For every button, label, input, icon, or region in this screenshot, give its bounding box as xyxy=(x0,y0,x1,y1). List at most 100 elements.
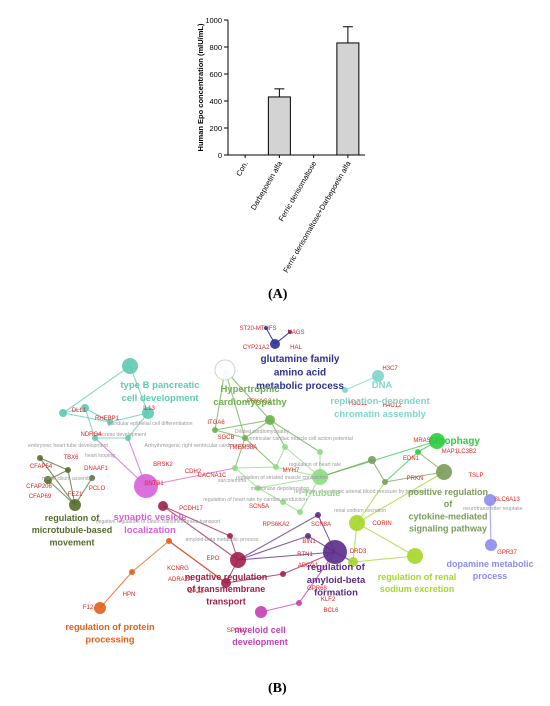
network-node xyxy=(125,435,131,441)
network-edge xyxy=(129,365,149,414)
network-edge xyxy=(84,407,111,423)
term-label: amyloid-beta metabolic process xyxy=(186,537,259,543)
network-node xyxy=(81,404,89,412)
network-edge xyxy=(99,571,133,609)
network-node xyxy=(166,538,172,544)
term-label: regulation of striated muscle contractio… xyxy=(236,475,328,481)
network-node xyxy=(273,464,279,470)
gene-label: CFAP206 xyxy=(26,484,52,490)
cluster-label: regulation of protein processing xyxy=(65,622,155,644)
gene-label: ADRA2A xyxy=(168,577,192,583)
network-edge xyxy=(244,419,271,439)
gene-label: H3C7 xyxy=(382,366,398,372)
gene-label: SPON1 xyxy=(227,628,248,634)
gene-label: DLL1 xyxy=(72,408,87,414)
network-edge xyxy=(224,369,271,421)
gene-label: CYP21A2 xyxy=(243,345,270,351)
gene-label: BIN1 xyxy=(302,539,316,545)
network-edge xyxy=(352,555,416,563)
term-label: embryonic heart tube development xyxy=(28,443,108,449)
network-node xyxy=(232,465,238,471)
gene-label: BCL6 xyxy=(323,608,339,614)
network-edge xyxy=(47,479,76,506)
term-label: membrane depolarization xyxy=(251,486,310,492)
network-node xyxy=(230,552,246,568)
gene-label: OAZ3 xyxy=(188,589,204,595)
network-edge xyxy=(282,501,301,513)
network-edge xyxy=(62,412,111,423)
network-edge xyxy=(356,522,416,557)
gene-label: CFAP69 xyxy=(29,494,52,500)
gene-label: CACNA1C xyxy=(198,473,227,479)
cluster-label: regulation of microtubule-based movement xyxy=(32,513,113,547)
network-node xyxy=(282,444,288,450)
gene-label: PRKN xyxy=(407,476,424,482)
cluster-label: T-tubule xyxy=(304,488,341,499)
y-tick-label: 0 xyxy=(218,151,222,160)
term-label: ventricular cardiac muscle cell action p… xyxy=(247,436,353,442)
gene-label: BRSK2 xyxy=(153,462,173,468)
network-edge xyxy=(109,412,149,423)
term-label: neurotransmitter reuptake xyxy=(463,506,523,512)
network-node xyxy=(323,540,347,564)
network-edge xyxy=(39,457,76,506)
network-node xyxy=(436,464,452,480)
x-tick-label: Ferric derisomaltose+Darbepoetin alfa xyxy=(281,159,353,275)
gene-label: RTN1 xyxy=(297,552,313,558)
gene-label: FEZ1 xyxy=(68,492,83,498)
gene-label: SCN5A xyxy=(249,504,269,510)
network-edge xyxy=(131,540,170,573)
gene-label: H4C12 xyxy=(383,403,402,409)
gene-label: KCNRG xyxy=(167,566,189,572)
network-node xyxy=(372,370,384,382)
x-tick-label: Ferric derisomaltose xyxy=(277,160,319,223)
gene-label: GPR68 xyxy=(307,586,327,592)
bar xyxy=(336,42,360,156)
gene-label: MRAS xyxy=(413,438,430,444)
gene-label: PCDH17 xyxy=(179,506,203,512)
network-edge xyxy=(489,499,492,546)
y-tick-label: 600 xyxy=(209,70,222,79)
term-label: sarcolemma xyxy=(218,478,246,484)
network-node xyxy=(44,476,52,484)
gene-label: DNAAF1 xyxy=(84,466,108,472)
network-node xyxy=(221,578,231,588)
term-label: Dilated cardiomyopathy xyxy=(235,429,290,435)
network-edge xyxy=(145,467,236,487)
network-node xyxy=(134,474,158,498)
network-edge xyxy=(39,457,69,471)
gene-label: TMEM38A xyxy=(229,445,257,451)
gene-label: CDH2 xyxy=(185,469,202,475)
gene-labels: ST20-MTHFS NAGS CYP21A2 HAL PRKAG2 H3C7 H3C11 H… xyxy=(26,326,520,634)
enrichment-network: embryonic heart tube development glandula… xyxy=(26,326,534,647)
network-node xyxy=(65,467,71,473)
term-label: motile cilium assembly xyxy=(42,476,94,482)
network-edge xyxy=(162,505,231,537)
network-edge xyxy=(237,551,336,561)
panel-label-b: (B) xyxy=(268,681,287,696)
cluster-label: DNA xyxy=(372,380,393,391)
term-label: regulation of heart rate xyxy=(289,462,341,468)
x-tick-label: Darbepoetin alfa xyxy=(249,159,285,212)
network-edge xyxy=(237,514,319,561)
y-axis-title: Human Epo concentration (mIU/mL) xyxy=(196,23,205,151)
y-tick-label: 1000 xyxy=(205,16,222,25)
network-edge xyxy=(269,419,321,453)
network-edge xyxy=(234,466,277,469)
network-edge xyxy=(260,602,300,613)
gene-label: EPO xyxy=(207,556,220,562)
network-node xyxy=(265,415,275,425)
term-label: renal sodium excretion xyxy=(334,508,386,514)
gene-label: GPR37 xyxy=(497,550,517,556)
network-node xyxy=(280,571,286,577)
term-label: heart looping xyxy=(85,453,115,459)
network-node xyxy=(94,602,106,614)
network-node xyxy=(212,427,218,433)
gene-label: MYH7 xyxy=(283,468,300,474)
network-node xyxy=(407,548,423,564)
gene-label: DRD3 xyxy=(350,549,367,555)
network-node xyxy=(89,475,95,481)
network-edge xyxy=(168,540,227,584)
network-node xyxy=(484,494,496,506)
